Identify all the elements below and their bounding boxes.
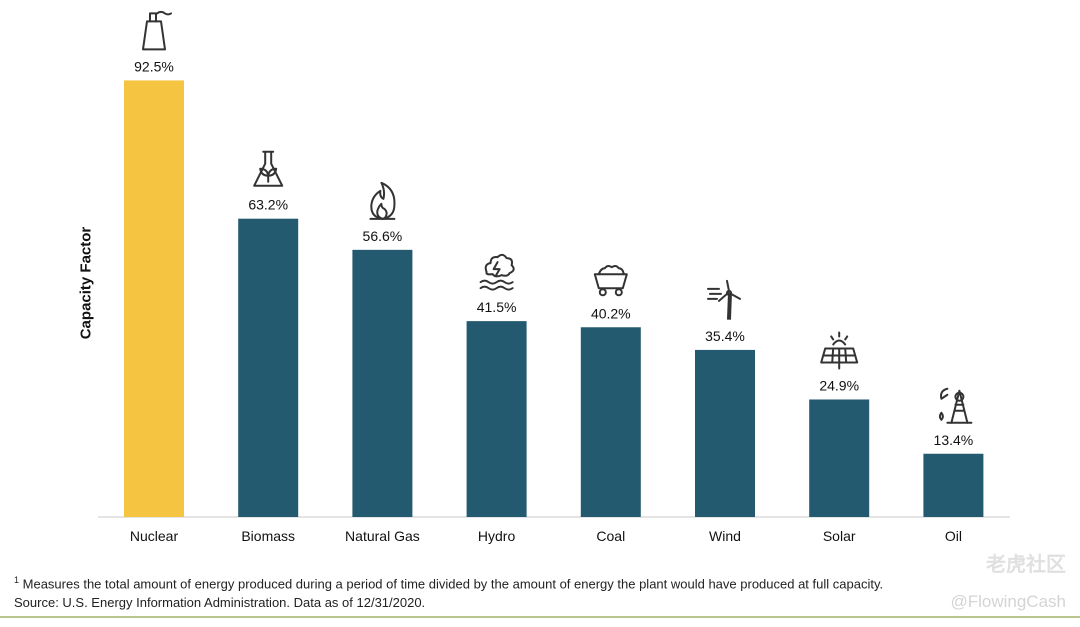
- bar-wind: [695, 349, 755, 517]
- gas-flame-icon: [369, 181, 396, 220]
- x-tick-label: Oil: [945, 528, 962, 544]
- x-tick-label: Hydro: [478, 528, 516, 544]
- bar-coal: [580, 327, 641, 517]
- data-label: 40.2%: [591, 305, 631, 321]
- footnote: 1 Measures the total amount of energy pr…: [14, 571, 883, 612]
- y-axis-label: Capacity Factor: [77, 226, 95, 340]
- coal-cart-icon: [593, 264, 628, 297]
- data-label: 13.4%: [934, 432, 974, 448]
- data-label: 24.9%: [819, 377, 859, 393]
- data-label: 35.4%: [705, 328, 745, 344]
- bar-nuclear: [124, 80, 184, 518]
- hydro-wave-icon: [479, 253, 515, 291]
- data-label: 56.6%: [363, 228, 403, 244]
- footnote-definition: 1 Measures the total amount of energy pr…: [14, 571, 883, 593]
- x-tick-label: Nuclear: [130, 528, 179, 544]
- bar-chart: 92.5% Nuclear 63.2% Biomass 56.6% Natural Gas…: [98, 10, 1010, 544]
- watermark-handle: @FlowingCash: [950, 592, 1066, 611]
- bar-natural-gas: [352, 249, 413, 517]
- x-tick-label: Solar: [823, 528, 856, 544]
- bar-hydro: [466, 321, 527, 517]
- bottom-rule: [0, 616, 1080, 618]
- source-text: Source: U.S. Energy Information Administ…: [14, 595, 426, 611]
- nuclear-plant-icon: [142, 10, 172, 51]
- x-tick-label: Natural Gas: [345, 528, 420, 544]
- wind-turbine-icon: [707, 279, 741, 320]
- data-label: 63.2%: [248, 197, 288, 213]
- oil-derrick-icon: [938, 387, 973, 424]
- watermark-community: 老虎社区: [986, 554, 1066, 576]
- bar-oil: [923, 453, 984, 517]
- x-tick-label: Biomass: [241, 528, 295, 544]
- x-tick-label: Wind: [709, 528, 741, 544]
- footnote-marker: 1: [14, 575, 20, 585]
- bar-solar: [809, 399, 870, 517]
- bar-biomass: [238, 218, 299, 518]
- solar-panel-icon: [820, 331, 859, 370]
- data-label: 92.5%: [134, 58, 174, 74]
- data-label: 41.5%: [477, 299, 517, 315]
- x-tick-label: Coal: [596, 528, 625, 544]
- biomass-flask-icon: [253, 150, 284, 187]
- footnote-text: Measures the total amount of energy prod…: [22, 576, 884, 592]
